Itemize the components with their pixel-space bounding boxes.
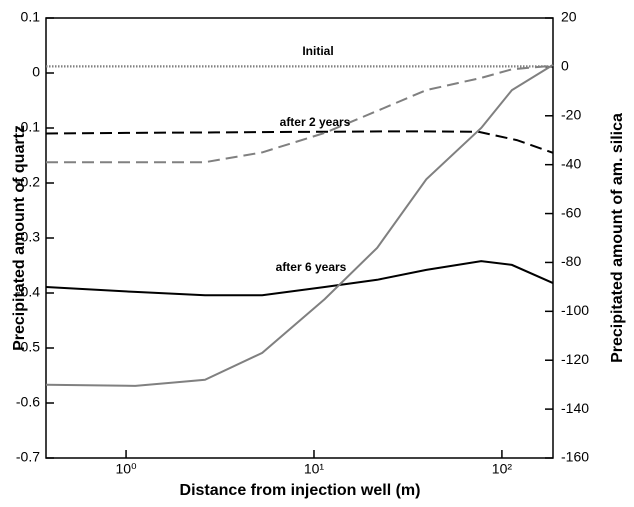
annotation: Initial <box>302 44 333 58</box>
x-tick-label: 10² <box>492 461 513 477</box>
y-tick-label: -0.7 <box>16 449 40 465</box>
y-tick-label: -0.5 <box>16 339 40 355</box>
y2-tick-label: -120 <box>561 351 589 367</box>
y2-tick-label: -40 <box>561 155 581 171</box>
y-tick-label: -0.3 <box>16 229 40 245</box>
series-line <box>45 64 554 387</box>
y2-tick-label: -160 <box>561 449 589 465</box>
y2-tick-label: -20 <box>561 106 581 122</box>
y2-tick-label: -80 <box>561 253 581 269</box>
annotation: after 6 years <box>276 260 347 274</box>
y2-tick-label: -100 <box>561 302 589 318</box>
y2-tick-label: 0 <box>561 58 569 74</box>
x-tick-label: 10⁰ <box>115 461 137 477</box>
y2-tick-label: -140 <box>561 400 589 416</box>
y-tick-label: -0.6 <box>16 394 40 410</box>
x-axis-label: Distance from injection well (m) <box>180 482 421 499</box>
series-line <box>46 64 554 164</box>
series-line <box>45 130 554 154</box>
y-tick-label: 0.1 <box>21 9 41 25</box>
y2-axis-label: Precipitated amount of am. silica <box>609 113 626 363</box>
y-tick-label: -0.1 <box>16 119 40 135</box>
annotation: after 2 years <box>280 115 351 129</box>
series-line <box>45 260 554 297</box>
y-tick-label: 0 <box>32 64 40 80</box>
y2-tick-label: 20 <box>561 9 577 25</box>
y-tick-label: -0.2 <box>16 174 40 190</box>
x-tick-label: 10¹ <box>304 461 325 477</box>
y2-tick-label: -60 <box>561 204 581 220</box>
y-tick-label: -0.4 <box>16 284 40 300</box>
y-axis-label: Precipitated amount of quartz <box>11 125 28 351</box>
plot-frame <box>45 17 554 459</box>
